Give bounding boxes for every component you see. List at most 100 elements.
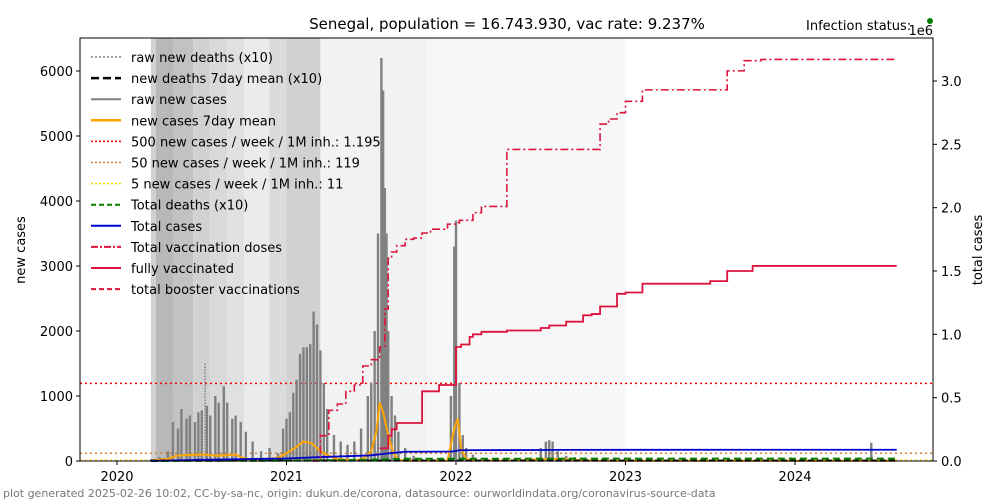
legend-label: new cases 7day mean bbox=[131, 114, 276, 129]
raw-new-cases-bar bbox=[556, 451, 559, 461]
background-band bbox=[210, 38, 228, 461]
raw-new-cases-bar bbox=[305, 347, 309, 461]
x-tick-label: 2021 bbox=[270, 470, 303, 485]
raw-new-cases-bar bbox=[285, 418, 288, 461]
raw-new-cases-bar bbox=[185, 418, 188, 461]
legend-label: 50 new cases / week / 1M inh.: 119 bbox=[131, 157, 360, 172]
x-tick-label: 2022 bbox=[439, 470, 472, 485]
raw-new-cases-bar bbox=[458, 383, 461, 461]
raw-new-cases-bar bbox=[339, 441, 342, 461]
raw-new-cases-bar bbox=[325, 409, 329, 461]
raw-new-cases-bar bbox=[315, 324, 319, 461]
raw-new-cases-bar bbox=[387, 331, 390, 461]
raw-new-cases-bar bbox=[217, 402, 220, 461]
legend-label: Total deaths (x10) bbox=[130, 199, 248, 214]
legend-label: fully vaccinated bbox=[131, 262, 234, 277]
total-vaccination-doses-line bbox=[311, 58, 897, 462]
y-tick-label-left: 6000 bbox=[40, 65, 73, 80]
raw-new-cases-bar bbox=[359, 428, 363, 461]
raw-new-cases-bar bbox=[551, 441, 554, 461]
raw-new-cases-bars bbox=[149, 58, 881, 461]
raw-new-cases-bar bbox=[200, 410, 203, 461]
background-band bbox=[269, 38, 287, 461]
raw-new-cases-bar bbox=[385, 233, 388, 461]
background-band bbox=[193, 38, 211, 461]
raw-new-cases-bar bbox=[309, 344, 312, 461]
raw-new-cases-bar bbox=[381, 90, 385, 461]
raw-new-cases-bar bbox=[353, 441, 356, 461]
total-cases-line bbox=[150, 448, 897, 462]
raw-new-cases-bar bbox=[322, 383, 325, 461]
infection-status-indicator bbox=[927, 18, 933, 24]
raw-new-cases-bar bbox=[564, 455, 568, 461]
y-tick-label-right: 1.0 bbox=[941, 328, 962, 343]
raw-new-cases-bar bbox=[222, 386, 225, 461]
legend-label: Total vaccination doses bbox=[130, 241, 282, 256]
raw-new-cases-bar bbox=[298, 353, 302, 461]
raw-new-cases-bar bbox=[292, 392, 295, 461]
raw-new-cases-bar bbox=[454, 220, 458, 461]
legend-label: Total cases bbox=[130, 220, 202, 235]
raw-new-cases-bar bbox=[251, 441, 254, 461]
raw-new-cases-bar bbox=[225, 402, 229, 461]
raw-new-cases-bar bbox=[166, 451, 170, 461]
y-axis-right-label: total cases bbox=[971, 215, 986, 286]
raw-new-cases-bar bbox=[461, 435, 464, 461]
raw-new-cases-bar bbox=[288, 412, 292, 461]
raw-new-cases-bar bbox=[449, 396, 453, 461]
raw-new-cases-bar bbox=[870, 442, 873, 461]
raw-new-cases-bar bbox=[209, 415, 212, 461]
background-band bbox=[150, 38, 156, 461]
legend-label: 5 new cases / week / 1M inh.: 11 bbox=[131, 178, 343, 193]
y-tick-label-right: 2.5 bbox=[941, 138, 962, 153]
raw-new-cases-bar bbox=[464, 448, 468, 461]
y-axis-left: 0 1000 2000 3000 4000 5000 6000 bbox=[40, 65, 80, 470]
y-tick-label-left: 1000 bbox=[40, 390, 73, 405]
raw-new-cases-bar bbox=[188, 415, 192, 461]
raw-new-cases-bar bbox=[373, 331, 376, 461]
y-tick-label-left: 5000 bbox=[40, 130, 73, 145]
raw-new-cases-bar bbox=[370, 383, 373, 461]
raw-new-cases-bar bbox=[319, 350, 322, 461]
background-band bbox=[244, 38, 270, 461]
raw-new-cases-bar bbox=[397, 431, 400, 461]
legend-label: raw new cases bbox=[131, 93, 227, 108]
raw-new-cases-bar bbox=[197, 412, 200, 461]
x-tick-label: 2023 bbox=[609, 470, 642, 485]
y-tick-label-left: 0 bbox=[65, 455, 73, 470]
legend: raw new deaths (x10) new deaths 7day mean… bbox=[91, 51, 381, 298]
legend-label: total booster vaccinations bbox=[131, 283, 300, 298]
raw-new-cases-bar bbox=[231, 418, 234, 461]
chart-title: Senegal, population = 16.743.930, vac ra… bbox=[309, 15, 705, 33]
background-band bbox=[227, 38, 245, 461]
raw-new-cases-bar bbox=[302, 347, 305, 461]
legend-label: new deaths 7day mean (x10) bbox=[131, 72, 322, 87]
y-axis-right: 0.0 0.5 1.0 1.5 2.0 2.5 3.0 bbox=[933, 75, 962, 470]
background-band bbox=[320, 38, 363, 461]
y-axis-left-label: new cases bbox=[14, 216, 29, 284]
raw-new-cases-bar bbox=[453, 246, 456, 461]
raw-new-cases-bar bbox=[376, 233, 380, 461]
raw-new-cases-bar bbox=[214, 396, 217, 461]
y-tick-label-right: 3.0 bbox=[941, 75, 962, 90]
raw-new-cases-bar bbox=[295, 379, 298, 461]
raw-new-cases-bar bbox=[193, 422, 197, 461]
fully-vaccinated-line bbox=[379, 265, 897, 450]
raw-new-cases-bar bbox=[180, 409, 183, 461]
y-tick-label-right: 2.0 bbox=[941, 202, 962, 217]
background-band bbox=[155, 38, 173, 461]
background-band bbox=[172, 38, 194, 461]
raw-new-cases-bar bbox=[281, 428, 285, 461]
raw-new-cases-bar bbox=[403, 448, 407, 461]
raw-new-cases-bar bbox=[412, 455, 415, 461]
infection-status-label: Infection status: bbox=[806, 19, 911, 34]
y-tick-label-right: 0.5 bbox=[941, 392, 962, 407]
raw-new-cases-bar bbox=[234, 415, 237, 461]
right-axis-multiplier: 1e6 bbox=[908, 24, 933, 39]
raw-new-cases-bar bbox=[259, 451, 263, 461]
raw-new-cases-bar bbox=[176, 428, 180, 461]
raw-new-cases-bar bbox=[346, 444, 349, 461]
raw-new-cases-bar bbox=[268, 448, 271, 461]
raw-new-cases-bar bbox=[244, 431, 248, 461]
raw-new-cases-bar bbox=[171, 422, 175, 461]
